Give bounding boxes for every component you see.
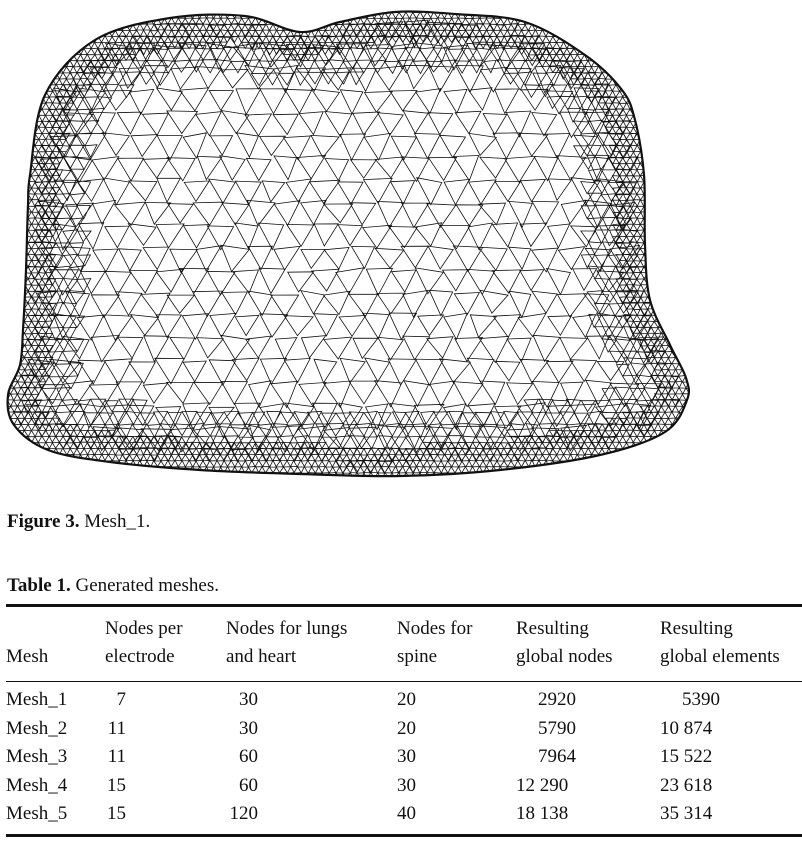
table-cell-r2-c2: 11 [107, 717, 126, 739]
table-top-rule [6, 604, 802, 607]
table-cell-r4-c2: 15 [107, 774, 126, 796]
table-cell-r3-c5: 7964 [538, 746, 576, 767]
figure-caption-text: Mesh_1. [84, 511, 151, 532]
table-cell-r3-c3: 60 [239, 746, 258, 767]
table-cell-r2-c6: 10 874 [660, 717, 713, 739]
header-col3-line2: and heart [226, 646, 297, 667]
table-caption: Table 1. Generated meshes. [7, 575, 219, 597]
table-body: Mesh_1 7 30 20 2920 5390 Mesh_2 11 30 20 5790 10 87… [6, 682, 802, 834]
header-col1-line2: Mesh [6, 646, 49, 667]
table-cell-r2-c3: 30 [239, 717, 258, 739]
table-cell-r5-c1: Mesh_5 [6, 803, 68, 824]
figure-label: Figure 3. [7, 511, 80, 532]
header-col6-line2: global elements [660, 646, 780, 667]
table-cell-r2-c5: 5790 [538, 717, 576, 739]
table-cell-r3-c2: 11 [107, 746, 126, 767]
table-header-rule [6, 681, 802, 682]
header-col2-line2: electrode [105, 646, 175, 667]
table-cell-r5-c4: 40 [397, 803, 416, 824]
table-bottom-rule [6, 834, 802, 837]
table-cell-r4-c5: 12 290 [516, 774, 569, 796]
header-col3-line1: Nodes for lungs [226, 618, 348, 639]
table-cell-r2-c1: Mesh_2 [6, 717, 68, 739]
mesh-drawing [6, 10, 691, 478]
table-cell-r3-c4: 30 [397, 746, 416, 767]
table-cell-r1-c4: 20 [397, 689, 416, 710]
torso-outline [6, 10, 691, 478]
table-cell-r4-c6: 23 618 [660, 774, 713, 796]
table-cell-r1-c3: 30 [239, 689, 258, 710]
table-cell-r1-c5: 2920 [538, 689, 576, 710]
header-col2-line1: Nodes per [105, 618, 183, 639]
table-cell-r5-c3: 120 [229, 803, 259, 824]
figure-caption: Figure 3. Mesh_1. [7, 511, 150, 533]
table-cell-r5-c2: 15 [107, 803, 126, 824]
mesh-triangles [7, 11, 689, 477]
table-cell-r4-c3: 60 [239, 774, 258, 796]
table-cell-r5-c6: 35 314 [660, 803, 713, 824]
header-col6-line1: Resulting [660, 618, 733, 639]
table-cell-r4-c1: Mesh_4 [6, 774, 68, 796]
table-caption-text: Generated meshes. [75, 575, 219, 596]
header-col5-line2: global nodes [516, 646, 613, 667]
table-cell-r1-c6: 5390 [682, 689, 720, 710]
header-col4-line1: Nodes for [397, 618, 473, 639]
table-header: Mesh Nodes per electrode Nodes for lungs and… [6, 607, 802, 681]
mesh-edges [7, 11, 689, 477]
mesh-figure [6, 10, 691, 478]
table-cell-r1-c2: 7 [116, 689, 127, 710]
table-cell-r1-c1: Mesh_1 [6, 689, 68, 710]
meshes-table: Mesh Nodes per electrode Nodes for lungs and… [6, 604, 802, 837]
table-cell-r5-c5: 18 138 [516, 803, 569, 824]
header-col5-line1: Resulting [516, 618, 589, 639]
table-label: Table 1. [7, 575, 71, 596]
table-cell-r3-c6: 15 522 [660, 746, 713, 767]
header-col4-line2: spine [397, 646, 438, 667]
table-cell-r4-c4: 30 [397, 774, 416, 796]
table-cell-r3-c1: Mesh_3 [6, 746, 68, 767]
table-cell-r2-c4: 20 [397, 717, 416, 739]
